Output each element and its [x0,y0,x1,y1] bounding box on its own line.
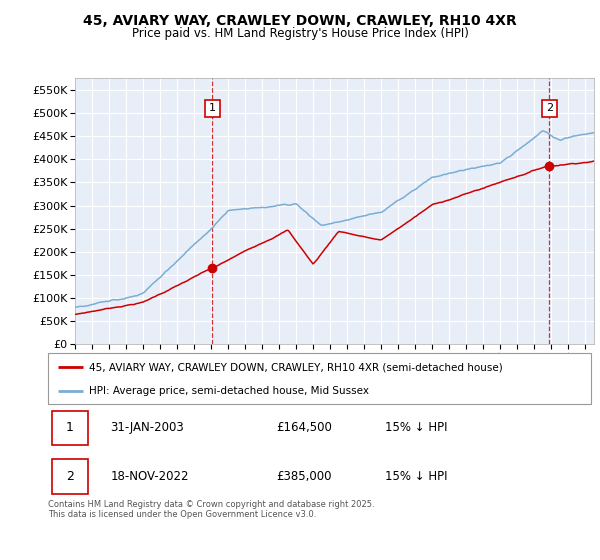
Text: 45, AVIARY WAY, CRAWLEY DOWN, CRAWLEY, RH10 4XR: 45, AVIARY WAY, CRAWLEY DOWN, CRAWLEY, R… [83,14,517,28]
Text: 15% ↓ HPI: 15% ↓ HPI [385,470,447,483]
Text: 45, AVIARY WAY, CRAWLEY DOWN, CRAWLEY, RH10 4XR (semi-detached house): 45, AVIARY WAY, CRAWLEY DOWN, CRAWLEY, R… [89,362,502,372]
Text: 1: 1 [209,104,216,114]
Text: £164,500: £164,500 [276,421,332,435]
Bar [52,410,88,445]
Bar [52,459,88,494]
Text: 31-JAN-2003: 31-JAN-2003 [110,421,184,435]
Text: 2: 2 [66,470,74,483]
Text: £385,000: £385,000 [276,470,332,483]
Text: 18-NOV-2022: 18-NOV-2022 [110,470,189,483]
Text: 2: 2 [546,104,553,114]
Text: Contains HM Land Registry data © Crown copyright and database right 2025.
This d: Contains HM Land Registry data © Crown c… [48,500,374,519]
Text: 1: 1 [66,421,74,435]
Text: Price paid vs. HM Land Registry's House Price Index (HPI): Price paid vs. HM Land Registry's House … [131,27,469,40]
Text: 15% ↓ HPI: 15% ↓ HPI [385,421,447,435]
Text: HPI: Average price, semi-detached house, Mid Sussex: HPI: Average price, semi-detached house,… [89,386,369,396]
